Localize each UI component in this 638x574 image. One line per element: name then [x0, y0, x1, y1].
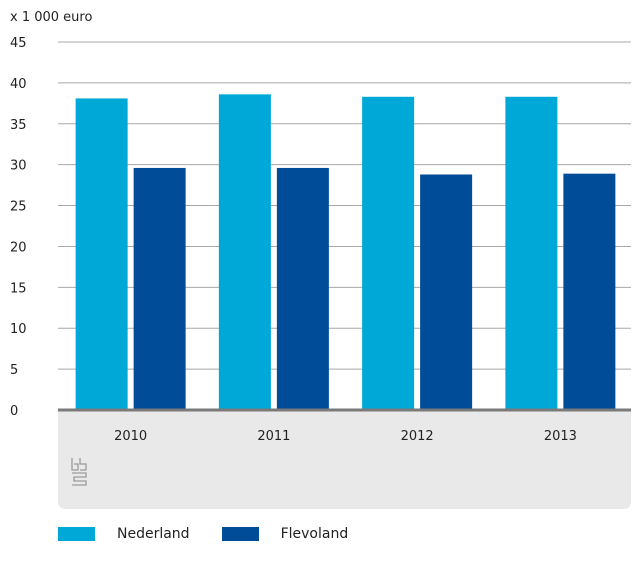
x-tick-label: 2013: [544, 429, 577, 444]
y-tick-label: 25: [10, 200, 27, 215]
legend-swatch-nederland: [58, 527, 95, 541]
x-tick-label: 2011: [257, 429, 290, 444]
y-tick-label: 30: [10, 159, 27, 174]
y-unit-label: x 1 000 euro: [10, 10, 92, 25]
y-tick-label: 45: [10, 36, 27, 51]
x-tick-label: 2010: [114, 429, 147, 444]
y-axis-ticks: 0 5 10 15 20 25 30 35 40 45: [10, 36, 27, 419]
legend-item-flevoland: Flevoland: [221, 526, 349, 542]
bar-nederland-2013: [505, 96, 558, 411]
y-tick-label: 10: [10, 322, 27, 337]
y-tick-label: 15: [10, 281, 27, 296]
y-tick-label: 0: [10, 404, 18, 419]
bar-nederland-2012: [362, 96, 415, 411]
x-axis-panel: [58, 410, 631, 509]
legend: Nederland Flevoland: [58, 526, 380, 542]
y-tick-label: 35: [10, 118, 27, 133]
legend-swatch-flevoland: [221, 527, 259, 541]
legend-label-flevoland: Flevoland: [280, 526, 349, 542]
bar-flevoland-2011: [276, 167, 329, 410]
legend-item-nederland: Nederland: [58, 526, 190, 542]
bar-nederland-2010: [75, 98, 128, 410]
bars: [75, 94, 616, 411]
bar-flevoland-2013: [563, 173, 616, 410]
y-tick-label: 40: [10, 77, 27, 92]
cbs-logo-icon: [71, 458, 87, 486]
x-tick-label: 2012: [401, 429, 434, 444]
x-axis-ticks: 2010 2011 2012 2013: [114, 429, 577, 444]
bar-flevoland-2010: [133, 167, 186, 410]
y-tick-label: 20: [10, 240, 27, 255]
bar-nederland-2011: [218, 94, 271, 411]
bar-flevoland-2012: [420, 174, 473, 410]
y-tick-label: 5: [10, 363, 18, 378]
legend-label-nederland: Nederland: [117, 526, 190, 542]
